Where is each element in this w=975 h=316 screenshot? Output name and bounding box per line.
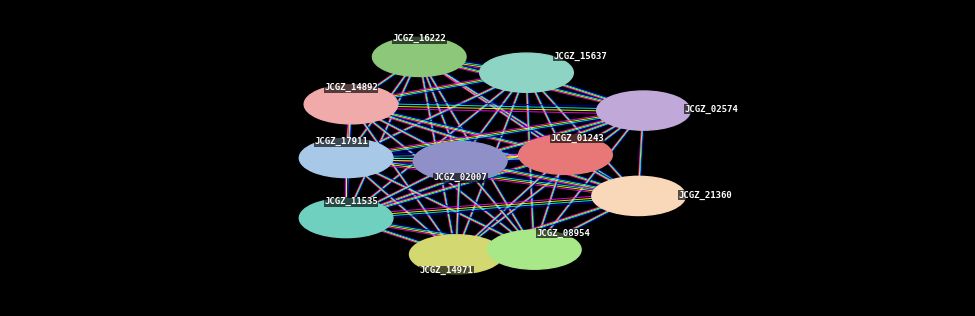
Ellipse shape	[299, 198, 393, 238]
Text: JCGZ_17911: JCGZ_17911	[314, 137, 369, 146]
Ellipse shape	[592, 176, 685, 216]
Text: JCGZ_02007: JCGZ_02007	[433, 173, 488, 182]
Text: JCGZ_14971: JCGZ_14971	[419, 266, 474, 275]
Ellipse shape	[597, 91, 690, 130]
Ellipse shape	[299, 138, 393, 178]
Text: JCGZ_14892: JCGZ_14892	[324, 83, 378, 92]
Text: JCGZ_08954: JCGZ_08954	[536, 229, 591, 238]
Ellipse shape	[480, 53, 573, 92]
Text: JCGZ_02574: JCGZ_02574	[684, 105, 739, 113]
Text: JCGZ_16222: JCGZ_16222	[392, 34, 447, 43]
Text: JCGZ_01243: JCGZ_01243	[550, 134, 604, 143]
Ellipse shape	[304, 85, 398, 124]
Ellipse shape	[488, 230, 581, 269]
Text: JCGZ_11535: JCGZ_11535	[324, 197, 378, 206]
Text: JCGZ_21360: JCGZ_21360	[678, 191, 732, 200]
Ellipse shape	[519, 135, 612, 174]
Ellipse shape	[413, 142, 507, 181]
Text: JCGZ_15637: JCGZ_15637	[553, 52, 607, 61]
Ellipse shape	[372, 37, 466, 76]
Ellipse shape	[410, 235, 503, 274]
